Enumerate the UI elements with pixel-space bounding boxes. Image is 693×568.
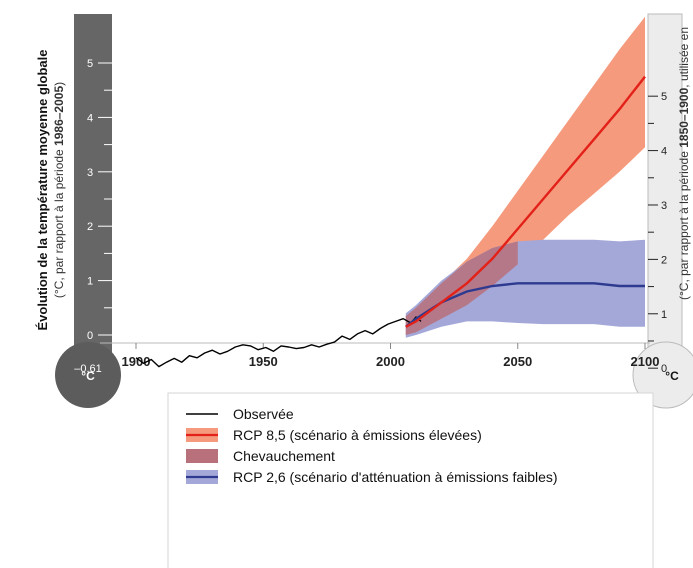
left-thermometer: °C 0 1 2 3 4 5 –0,61 (55, 14, 121, 408)
x-tick-label: 1900 (122, 354, 151, 369)
legend-label: Chevauchement (233, 448, 335, 464)
left-tick-label: 0 (87, 330, 93, 342)
right-unit-label: °C (665, 369, 679, 383)
left-tick-label: 5 (87, 58, 93, 70)
left-axis-title-sub: (°C, par rapport à la période 1986–2005) (52, 82, 66, 298)
left-thermometer-stem (74, 14, 112, 359)
left-axis-sub-prefix: (°C, par rapport à la période (52, 146, 66, 298)
right-thermometer: °C 0 1 2 3 4 5 (632, 13, 693, 409)
left-tick-label: 4 (87, 112, 93, 124)
left-axis-sub-suffix: ) (52, 82, 66, 86)
rcp85-line (405, 75, 646, 328)
right-tick-label: 1 (661, 309, 667, 321)
right-axis-title: (°C, par rapport à la période 1850–1900,… (677, 27, 691, 300)
legend: Observée RCP 8,5 (scénario à émissions él… (167, 392, 654, 568)
legend-swatch-overlap (186, 449, 218, 463)
left-thermometer-bulb (55, 342, 121, 408)
x-tick-label: 1950 (249, 354, 278, 369)
legend-items: Observée RCP 8,5 (scénario à émissions él… (186, 406, 558, 485)
left-tick-label: 2 (87, 221, 93, 233)
left-axis-title-main: Évolution de la température moyenne glob… (35, 49, 50, 330)
right-axis-title-text: (°C, par rapport à la période 1850–1900,… (677, 27, 691, 300)
right-tick-label: 2 (661, 254, 667, 266)
uncertainty-bands (405, 16, 645, 338)
legend-label: RCP 2,6 (scénario d'atténuation à émissi… (233, 469, 558, 485)
left-axis-sub-bold: 1986–2005 (52, 86, 66, 146)
right-thermometer-bulb (632, 341, 693, 409)
right-axis-suffix: , utilisée en (677, 27, 691, 88)
left-y-ticks: 0 1 2 3 4 5 –0,61 (74, 58, 112, 375)
legend-label: Observée (233, 406, 294, 422)
right-tick-label: 5 (661, 91, 667, 103)
left-tick-label: 1 (87, 276, 93, 288)
left-floor-label: –0,61 (74, 363, 102, 375)
series-lines (135, 75, 646, 368)
observed-line (135, 316, 422, 368)
left-tick-label: 3 (87, 167, 93, 179)
legend-label: RCP 8,5 (scénario à émissions élevées) (233, 427, 482, 443)
x-axis-ticks: 1900 1950 2000 2050 2100 (122, 343, 660, 369)
left-unit-label: °C (81, 369, 95, 383)
left-axis-title: Évolution de la température moyenne glob… (35, 49, 66, 330)
right-tick-label: 3 (661, 200, 667, 212)
x-tick-label: 2100 (631, 354, 660, 369)
legend-frame (167, 392, 654, 568)
right-axis-prefix: (°C, par rapport à la période (677, 148, 691, 300)
right-tick-label: 0 (661, 363, 667, 375)
right-thermometer-stem (647, 13, 683, 360)
right-axis-bold: 1850–1900 (677, 87, 691, 147)
right-y-ticks: 0 1 2 3 4 5 (648, 91, 667, 375)
x-tick-label: 2050 (503, 354, 532, 369)
x-tick-label: 2000 (376, 354, 405, 369)
right-tick-label: 4 (661, 146, 667, 158)
